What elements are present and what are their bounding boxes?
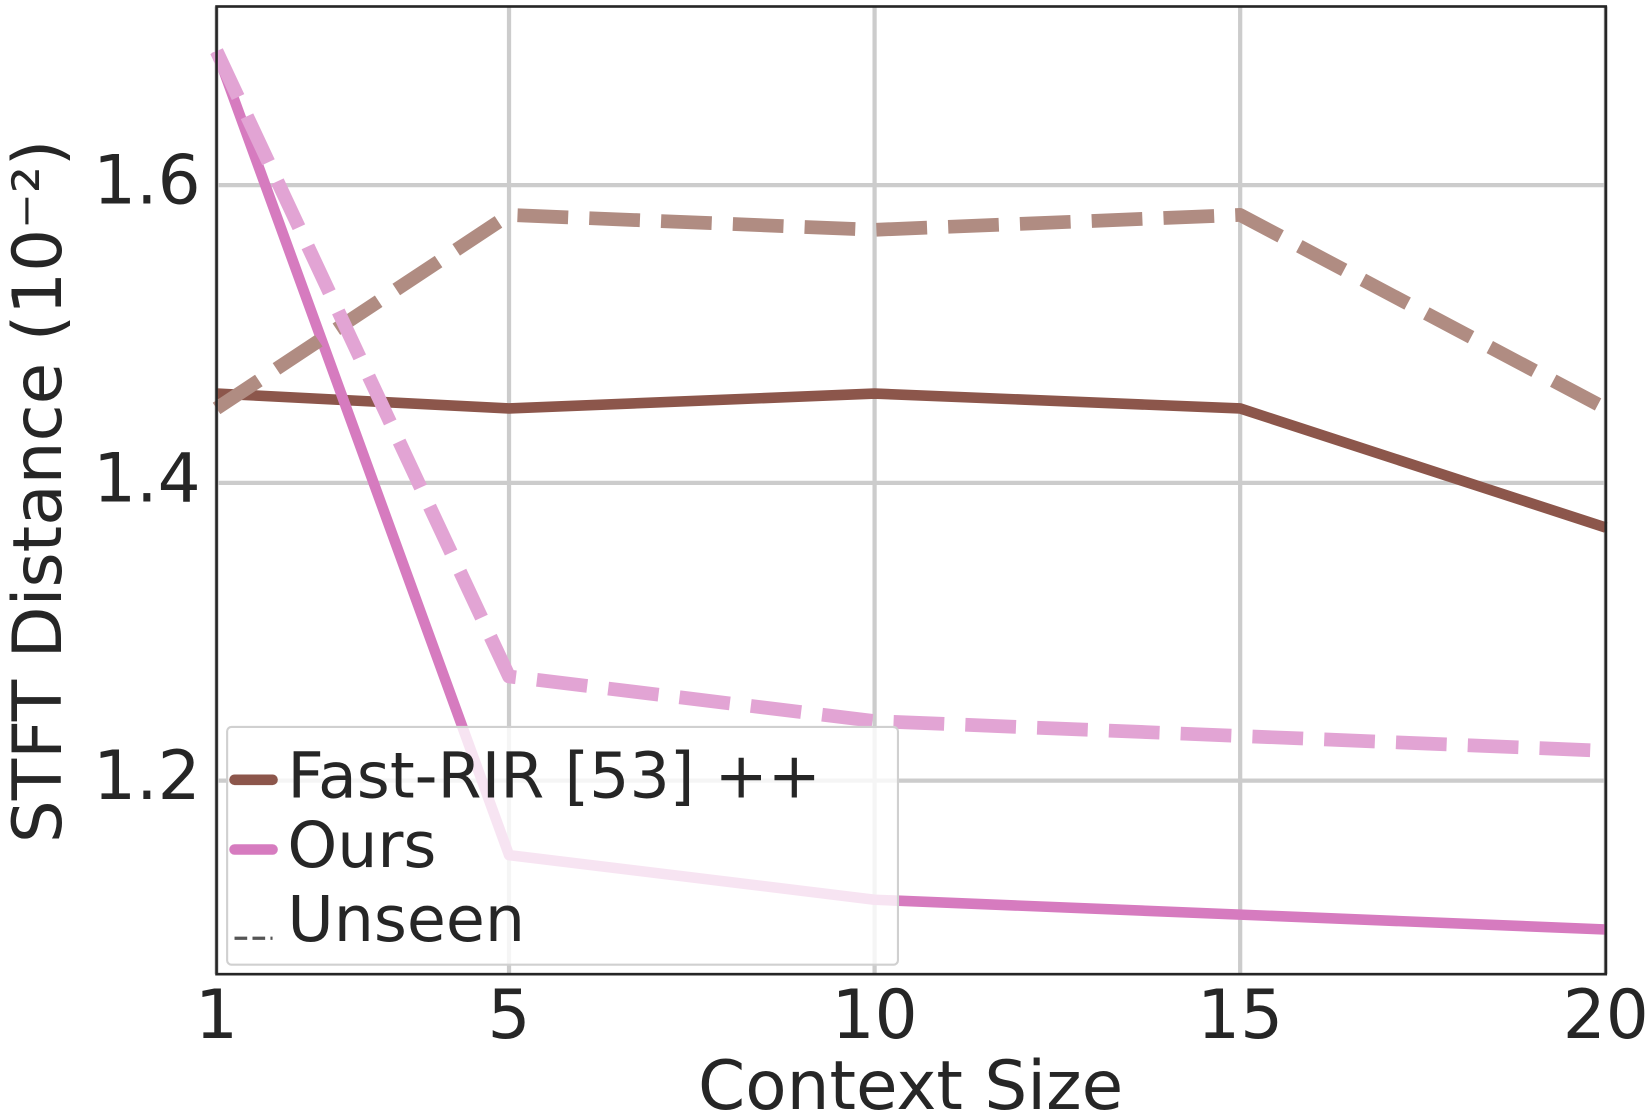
legend-label: Fast-RIR [53] ++ <box>287 738 821 812</box>
legend-box <box>226 725 900 966</box>
y-tick-label: 1.2 <box>93 736 201 815</box>
dashed-line <box>210 48 1607 758</box>
dashed-line <box>212 208 1609 415</box>
x-tick-label: 15 <box>1197 975 1283 1054</box>
x-tick-label: 5 <box>488 975 531 1054</box>
y-tick-label: 1.4 <box>93 438 201 517</box>
x-tick-label: 10 <box>832 975 918 1054</box>
y-tick-label: 1.6 <box>93 141 201 220</box>
legend-label: Ours <box>287 808 436 882</box>
x-tick-label: 20 <box>1563 975 1648 1054</box>
legend-label: Unseen <box>287 882 525 956</box>
line <box>216 388 1608 533</box>
x-tick-label: 1 <box>195 975 238 1054</box>
plot-frame <box>215 5 1608 976</box>
x-axis-label: Context Size <box>698 1046 1123 1118</box>
y-axis-label: STFT Distance (10⁻²) <box>0 140 77 843</box>
